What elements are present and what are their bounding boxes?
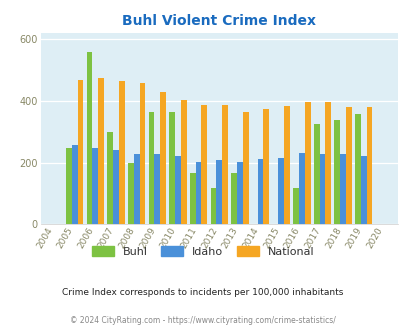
Bar (292, 188, 298, 224)
Bar (86, 51, 92, 224)
Bar (148, 112, 154, 224)
Title: Buhl Violent Crime Index: Buhl Violent Crime Index (122, 14, 315, 28)
Text: Crime Index corresponds to incidents per 100,000 inhabitants: Crime Index corresponds to incidents per… (62, 287, 343, 297)
Bar (113, 150, 119, 224)
Bar (319, 154, 324, 224)
Bar (107, 132, 113, 224)
Bar (139, 83, 145, 224)
Bar (345, 107, 351, 224)
Bar (304, 102, 310, 224)
Bar (160, 92, 166, 224)
Bar (324, 102, 330, 224)
Bar (257, 159, 263, 224)
Bar (201, 105, 207, 224)
Bar (92, 148, 98, 224)
Bar (237, 162, 242, 224)
Bar (334, 120, 339, 224)
Bar (354, 114, 360, 224)
Bar (366, 107, 371, 224)
Bar (284, 106, 289, 224)
Bar (175, 156, 180, 224)
Text: © 2024 CityRating.com - https://www.cityrating.com/crime-statistics/: © 2024 CityRating.com - https://www.city… (70, 315, 335, 325)
Legend: Buhl, Idaho, National: Buhl, Idaho, National (87, 242, 318, 261)
Bar (263, 109, 269, 224)
Bar (339, 154, 345, 224)
Bar (119, 81, 124, 224)
Bar (72, 145, 77, 224)
Bar (360, 155, 366, 224)
Bar (242, 112, 248, 224)
Bar (222, 105, 227, 224)
Bar (133, 154, 139, 224)
Bar (98, 78, 104, 224)
Bar (313, 124, 319, 224)
Bar (77, 80, 83, 224)
Bar (210, 188, 216, 224)
Bar (154, 154, 160, 224)
Bar (66, 148, 72, 224)
Bar (128, 163, 133, 224)
Bar (216, 160, 222, 224)
Bar (231, 174, 237, 224)
Bar (277, 158, 284, 224)
Bar (190, 173, 195, 224)
Bar (298, 153, 304, 224)
Bar (195, 162, 201, 224)
Bar (169, 112, 175, 224)
Bar (180, 100, 186, 224)
